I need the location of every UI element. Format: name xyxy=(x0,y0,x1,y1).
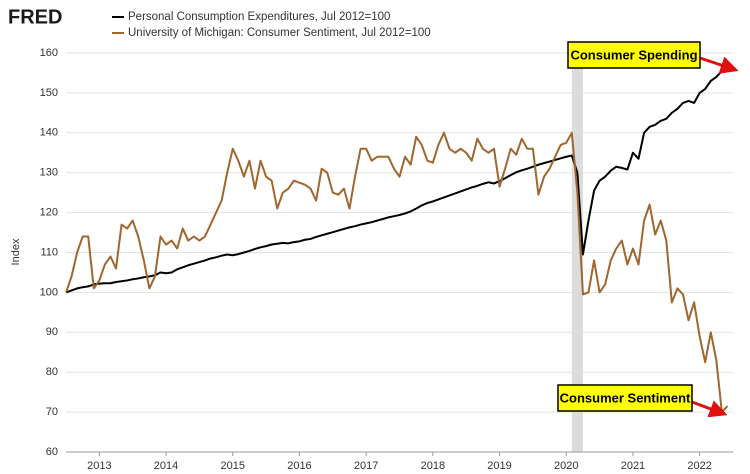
y-tick-label: 60 xyxy=(46,446,58,458)
annotation-box xyxy=(557,384,693,412)
legend-label: University of Michigan: Consumer Sentime… xyxy=(128,27,431,39)
annotation-box xyxy=(567,41,701,69)
x-tick-label: 2014 xyxy=(154,460,178,472)
x-tick-label: 2020 xyxy=(554,460,578,472)
annotation-arrow xyxy=(699,56,739,74)
x-tick-label: 2021 xyxy=(621,460,645,472)
x-tick-label: 2013 xyxy=(87,460,111,472)
y-tick-label: 150 xyxy=(40,87,58,99)
y-tick-label: 140 xyxy=(40,127,58,139)
x-tick-label: 2018 xyxy=(421,460,445,472)
x-tick-label: 2022 xyxy=(687,460,711,472)
x-tick-label: 2016 xyxy=(287,460,311,472)
logo: FRED xyxy=(8,6,62,28)
legend-label: Personal Consumption Expenditures, Jul 2… xyxy=(128,11,390,23)
y-tick-label: 100 xyxy=(40,286,58,298)
y-tick-label: 110 xyxy=(40,246,58,258)
annotation-text: Consumer Spending xyxy=(570,47,697,62)
y-tick-label: 90 xyxy=(46,326,58,338)
y-tick-label: 80 xyxy=(46,366,58,378)
x-tick-label: 2019 xyxy=(487,460,511,472)
y-tick-label: 120 xyxy=(40,207,58,219)
series-line xyxy=(65,131,729,414)
y-tick-label: 130 xyxy=(40,167,58,179)
recession-band xyxy=(571,53,583,452)
y-tick-label: 160 xyxy=(40,47,58,59)
annotation-text: Consumer Sentiment xyxy=(560,390,691,405)
x-tick-label: 2017 xyxy=(354,460,378,472)
x-tick-label: 2015 xyxy=(221,460,245,472)
annotation-arrow xyxy=(691,400,728,418)
y-axis-label: Index xyxy=(10,238,22,265)
series-line xyxy=(65,68,728,294)
y-tick-label: 70 xyxy=(46,406,58,418)
